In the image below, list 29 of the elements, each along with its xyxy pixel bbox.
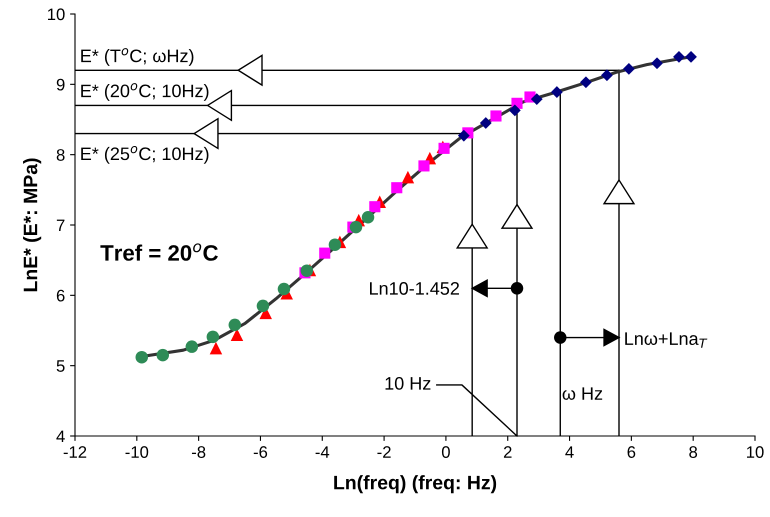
x-tick-label: -10 [126, 446, 148, 458]
y-tick-label: 10 [48, 8, 65, 20]
x-tick-label: 2 [504, 446, 512, 458]
annotation: E* (20$^{o}$C; 10Hz) [81, 83, 208, 101]
x-tick-label: 8 [689, 446, 698, 458]
annotation: E* (25$^{o}$C; 10Hz) [81, 146, 208, 164]
y-tick-label: 4 [56, 430, 65, 442]
x-tick-label: -12 [64, 446, 86, 458]
y-axis-title: LnE* (E*: MPa) [23, 158, 42, 292]
x-tick-label: 4 [565, 446, 574, 458]
annotation: ω Hz [562, 387, 602, 400]
x-tick-label: 0 [442, 446, 450, 458]
x-tick-label: -2 [377, 446, 391, 458]
y-tick-label: 9 [56, 78, 64, 91]
annotation: E* (T$^{o}$C; ωHz) [81, 48, 194, 66]
annotation: Ln10-1.452 [370, 282, 459, 295]
x-tick-label: -4 [316, 446, 330, 458]
y-tick-label: 6 [56, 290, 65, 302]
annotation: 10 Hz [386, 377, 430, 390]
y-tick-label: 7 [56, 220, 64, 232]
x-tick-label: -6 [254, 446, 268, 458]
x-tick-label: 6 [628, 446, 636, 458]
x-axis-title: Ln(freq) (freq: Hz) [334, 475, 496, 494]
annotation: Tref = 20$^{o}$C [100, 243, 218, 261]
x-tick-label: -8 [192, 446, 206, 458]
y-tick-label: 5 [56, 360, 65, 372]
y-tick-label: 8 [56, 149, 65, 161]
x-tick-label: 10 [747, 446, 764, 458]
annotation: Lnω+Lna$_{T}$ [625, 332, 708, 348]
